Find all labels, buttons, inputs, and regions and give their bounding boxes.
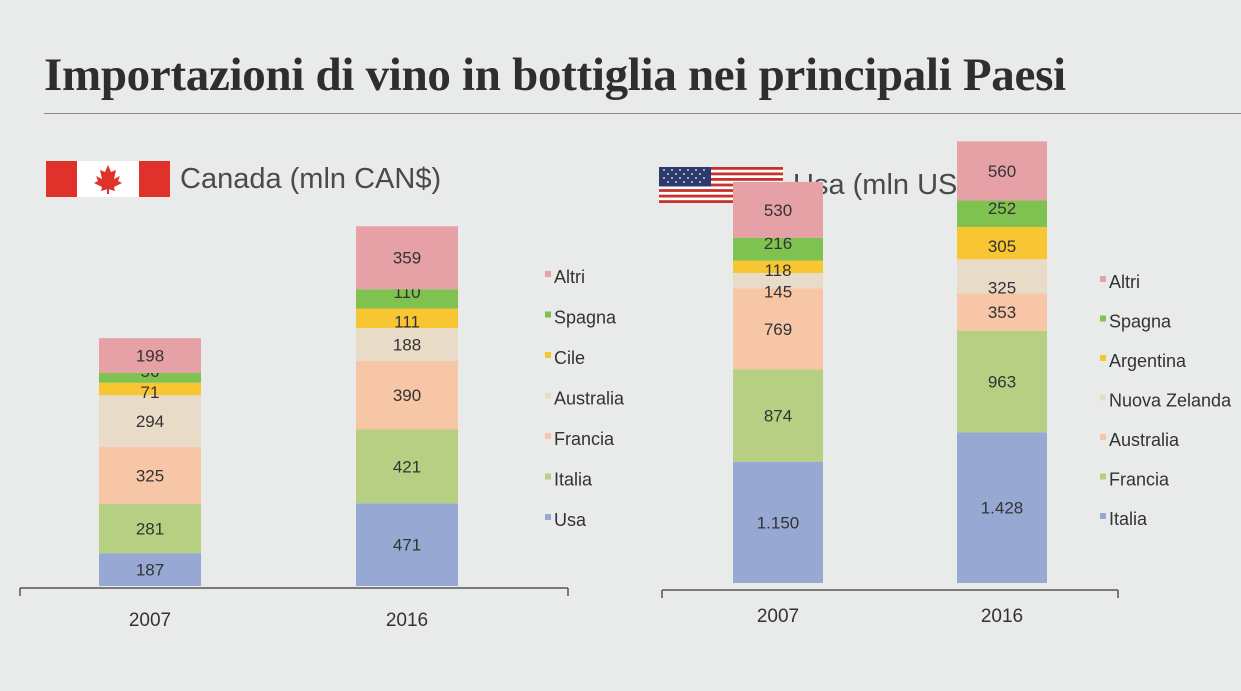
- usa-bar-2016-nuova-zelanda: [957, 259, 1047, 294]
- usa-legend-label-argentina: Argentina: [1109, 351, 1187, 371]
- usa-year-label-2007: 2007: [757, 606, 799, 627]
- canada-bar-2016-spagna: [356, 289, 458, 309]
- usa-year-label-2016: 2016: [981, 606, 1023, 627]
- usa-value-label-2016-italia: 1.428: [981, 499, 1024, 518]
- usa-value-label-2007-altri: 530: [764, 201, 792, 220]
- canada-value-label-2007-usa: 187: [136, 561, 164, 580]
- usa-legend-label-nuova-zelanda: Nuova Zelanda: [1109, 391, 1232, 411]
- usa-value-label-2007-nuova-zelanda: 145: [764, 283, 792, 302]
- canada-legend-label-altri: Altri: [554, 267, 585, 287]
- usa-bar-2007-francia: [733, 369, 823, 462]
- canada-bar-2016-francia: [356, 361, 458, 430]
- canada-bar-2007-italia: [99, 503, 201, 554]
- usa-panel-title: Usa (mln US$): [793, 168, 984, 201]
- usa-bar-2007-altri: [733, 181, 823, 238]
- canada-value-label-2007-cile: 71: [141, 383, 160, 402]
- usa-bar-2007-nuova-zelanda: [733, 273, 823, 289]
- usa-legend-label-italia: Italia: [1109, 509, 1148, 529]
- usa-value-label-2007-spagna: 216: [764, 234, 792, 253]
- usa-legend-label-spagna: Spagna: [1109, 312, 1172, 332]
- canada-legend-swatch-spagna: [545, 311, 551, 318]
- usa-legend-swatch-australia: [1100, 434, 1106, 440]
- canada-header: Canada (mln CAN$): [46, 161, 441, 197]
- canada-bar-2007-altri: [99, 338, 201, 373]
- canada-year-label-2007: 2007: [129, 610, 171, 631]
- usa-bar-2007-spagna: [733, 237, 823, 261]
- usa-bar-2016-francia: [957, 330, 1047, 433]
- canada-panel-title: Canada (mln CAN$): [180, 162, 442, 195]
- canada-bar-2016-usa: [356, 503, 458, 586]
- canada-bar-2016-italia: [356, 429, 458, 504]
- canada-value-label-2016-francia: 390: [393, 386, 421, 405]
- usa-bar-2016-italia: [957, 432, 1047, 583]
- usa-legend-swatch-italia: [1100, 513, 1106, 519]
- canada-value-label-2016-usa: 471: [393, 536, 421, 555]
- canada-bar-2016-altri: [356, 226, 458, 290]
- usa-legend-swatch-altri: [1100, 276, 1106, 282]
- canada-legend-swatch-usa: [545, 514, 551, 520]
- usa-value-label-2016-francia: 963: [988, 373, 1016, 392]
- usa-value-label-2007-argentina: 118: [764, 261, 791, 280]
- usa-bar-2007-italia: [733, 461, 823, 583]
- usa-bar-2016-spagna: [957, 200, 1047, 228]
- canada-legend-label-italia: Italia: [554, 470, 593, 490]
- canada-flag-icon: [46, 161, 170, 197]
- usa-value-label-2016-altri: 560: [988, 162, 1016, 181]
- usa-value-label-2016-australia: 353: [988, 303, 1016, 322]
- usa-value-label-2016-nuova-zelanda: 325: [988, 278, 1016, 297]
- canada-value-label-2016-australia: 188: [393, 336, 421, 355]
- usa-value-label-2007-francia: 874: [764, 407, 792, 426]
- chart-title: Importazioni di vino in bottiglia nei pr…: [44, 49, 1066, 101]
- usa-legend-label-francia: Francia: [1109, 470, 1170, 490]
- canada-legend-swatch-francia: [545, 433, 551, 439]
- canada-legend-swatch-cile: [545, 352, 551, 358]
- canada-legend-label-francia: Francia: [554, 429, 615, 449]
- title-divider: [44, 113, 1241, 114]
- canada-legend-label-spagna: Spagna: [554, 308, 617, 328]
- usa-value-label-2016-spagna: 252: [988, 199, 1016, 218]
- usa-bar-2016-altri: [957, 141, 1047, 201]
- canada-value-label-2007-altri: 198: [136, 347, 164, 366]
- canada-bar-2016-australia: [356, 328, 458, 362]
- usa-legend-swatch-argentina: [1100, 355, 1106, 361]
- canada-bar-2007-spagna: [99, 372, 201, 383]
- canada-legend-swatch-italia: [545, 473, 551, 480]
- canada-legend-label-usa: Usa: [554, 510, 587, 530]
- usa-legend-swatch-nuova-zelanda: [1100, 394, 1106, 401]
- usa-value-label-2007-italia: 1.150: [757, 513, 800, 532]
- canada-bar-2007-cile: [99, 382, 201, 396]
- usa-bar-2007-argentina: [733, 260, 823, 274]
- canada-value-label-2016-altri: 359: [393, 249, 421, 268]
- usa-bar-2007-australia: [733, 288, 823, 370]
- canada-value-label-2016-cile: 111: [394, 312, 420, 331]
- usa-bar-2016-australia: [957, 293, 1047, 331]
- canada-value-label-2007-australia: 294: [136, 412, 164, 431]
- usa-legend-swatch-francia: [1100, 473, 1106, 480]
- usa-value-label-2016-argentina: 305: [988, 237, 1016, 256]
- canada-legend-label-australia: Australia: [554, 389, 625, 409]
- canada-bar-2016-cile: [356, 308, 458, 329]
- canada-legend-swatch-altri: [545, 271, 551, 277]
- usa-legend-swatch-spagna: [1100, 315, 1106, 322]
- canada-bar-2007-usa: [99, 553, 201, 586]
- canada-value-label-2007-italia: 281: [136, 520, 164, 539]
- usa-legend-label-australia: Australia: [1109, 430, 1180, 450]
- canada-value-label-2016-italia: 421: [393, 457, 421, 476]
- usa-bar-2016-argentina: [957, 227, 1047, 260]
- canada-legend-swatch-australia: [545, 392, 551, 399]
- canada-year-label-2016: 2016: [386, 610, 428, 631]
- usa-legend-label-altri: Altri: [1109, 272, 1140, 292]
- canada-bar-2007-francia: [99, 446, 201, 504]
- canada-bar-2007-australia: [99, 395, 201, 447]
- usa-value-label-2007-australia: 769: [764, 320, 792, 339]
- canada-legend-label-cile: Cile: [554, 348, 585, 368]
- canada-value-label-2007-francia: 325: [136, 466, 164, 485]
